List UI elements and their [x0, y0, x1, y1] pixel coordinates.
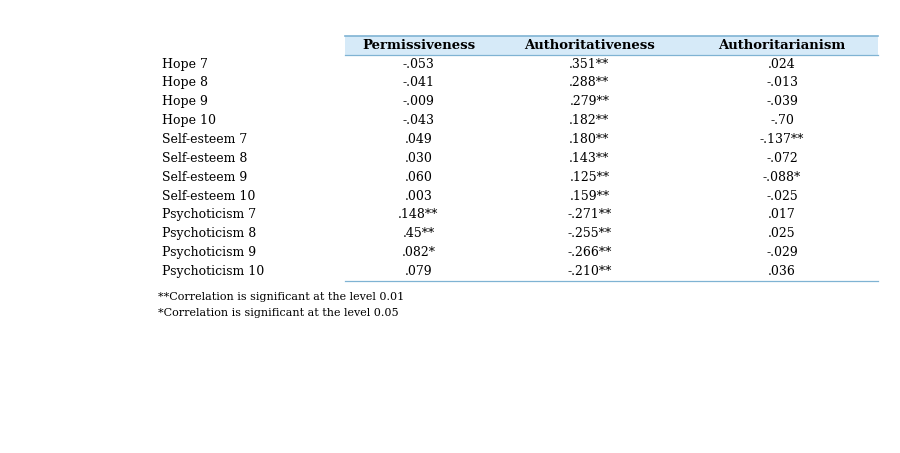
Text: -.271**: -.271**	[567, 208, 612, 222]
Bar	[345, 36, 878, 55]
Text: .159**: .159**	[570, 189, 609, 202]
Text: -.072: -.072	[766, 152, 798, 165]
Text: -.009: -.009	[402, 95, 435, 108]
Text: .049: .049	[405, 133, 432, 146]
Text: .279**: .279**	[570, 95, 609, 108]
Text: .148**: .148**	[399, 208, 438, 222]
Text: -.039: -.039	[766, 95, 798, 108]
Text: Self-esteem 8: Self-esteem 8	[162, 152, 248, 165]
Text: Authoritarianism: Authoritarianism	[718, 39, 846, 52]
Text: .079: .079	[405, 265, 432, 278]
Text: **Correlation is significant at the level 0.01: **Correlation is significant at the leve…	[158, 292, 404, 302]
Text: Psychoticism 10: Psychoticism 10	[162, 265, 265, 278]
Text: Hope 9: Hope 9	[162, 95, 208, 108]
Text: .003: .003	[405, 189, 432, 202]
Text: Permissiveness: Permissiveness	[362, 39, 475, 52]
Text: -.255**: -.255**	[567, 227, 612, 240]
Text: .036: .036	[769, 265, 796, 278]
Text: Psychoticism 7: Psychoticism 7	[162, 208, 256, 222]
Text: .351**: .351**	[570, 58, 609, 71]
Text: .125**: .125**	[570, 171, 609, 183]
Text: -.088*: -.088*	[763, 171, 801, 183]
Text: .143**: .143**	[570, 152, 609, 165]
Text: -.210**: -.210**	[567, 265, 612, 278]
Text: -.013: -.013	[766, 77, 798, 89]
Text: .288**: .288**	[570, 77, 609, 89]
Text: -.137**: -.137**	[760, 133, 805, 146]
Text: .030: .030	[405, 152, 432, 165]
Text: -.043: -.043	[402, 114, 435, 127]
Text: .024: .024	[769, 58, 796, 71]
Text: -.70: -.70	[770, 114, 794, 127]
Text: .180**: .180**	[570, 133, 609, 146]
Text: Authoritativeness: Authoritativeness	[524, 39, 655, 52]
Text: .082*: .082*	[401, 246, 436, 259]
Text: Psychoticism 9: Psychoticism 9	[162, 246, 256, 259]
Text: .45**: .45**	[402, 227, 435, 240]
Text: .017: .017	[769, 208, 796, 222]
Text: -.053: -.053	[402, 58, 435, 71]
Text: -.041: -.041	[402, 77, 435, 89]
Text: Hope 10: Hope 10	[162, 114, 216, 127]
Text: Self-esteem 10: Self-esteem 10	[162, 189, 256, 202]
Text: -.029: -.029	[766, 246, 798, 259]
Text: .025: .025	[769, 227, 796, 240]
Text: Hope 7: Hope 7	[162, 58, 208, 71]
Text: *Correlation is significant at the level 0.05: *Correlation is significant at the level…	[158, 308, 398, 318]
Text: .182**: .182**	[570, 114, 609, 127]
Text: Psychoticism 8: Psychoticism 8	[162, 227, 256, 240]
Text: -.025: -.025	[766, 189, 798, 202]
Text: Self-esteem 9: Self-esteem 9	[162, 171, 248, 183]
Text: -.266**: -.266**	[567, 246, 612, 259]
Text: .060: .060	[405, 171, 432, 183]
Text: Hope 8: Hope 8	[162, 77, 208, 89]
Text: Self-esteem 7: Self-esteem 7	[162, 133, 248, 146]
